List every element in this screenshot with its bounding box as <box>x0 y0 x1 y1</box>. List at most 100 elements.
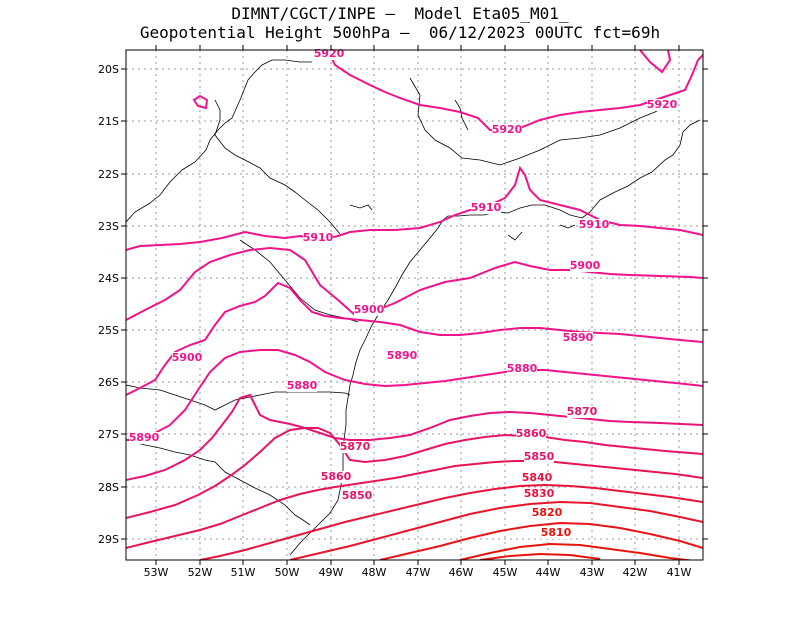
axis-ticks: 53W 52W 51W 50W 49W 48W 47W 46W 45W 44W 43W 42W 41W 2… <box>98 45 708 579</box>
label-5850-west-background <box>342 490 372 502</box>
label-5840: 5840 <box>522 471 553 484</box>
label-5900-west-background <box>172 352 202 364</box>
label-5920-center-background <box>492 124 522 136</box>
contour-5900 <box>126 246 703 321</box>
map-frame <box>125 49 704 561</box>
map-title: DIMNT/CGCT/INPE – Model Eta05_M01_ Geopo… <box>0 4 800 42</box>
label-5900-center-background <box>354 304 384 316</box>
label-5890-east-background <box>563 332 593 344</box>
label-5920-center: 5920 <box>492 123 523 136</box>
label-5810-background <box>541 527 571 539</box>
contour-5870 <box>126 393 703 481</box>
label-5890-west-background <box>129 432 159 444</box>
label-5870-east: 5870 <box>567 405 598 418</box>
label-5880-west-background <box>287 380 317 392</box>
label-5920-east-background <box>647 99 677 111</box>
lat-tick-label: 21S <box>98 115 119 128</box>
coastline-and-borders <box>126 59 701 556</box>
height-contours <box>126 50 703 560</box>
lon-tick-label: 41W <box>667 566 692 579</box>
lat-tick-label: 20S <box>98 63 119 76</box>
label-5920-north-background <box>314 48 344 60</box>
label-5890-east: 5890 <box>563 331 594 344</box>
lon-tick-label: 44W <box>536 566 561 579</box>
label-5910-east: 5910 <box>579 218 610 231</box>
state-border-3 <box>409 77 669 166</box>
label-5840-background <box>522 472 552 484</box>
label-5860-west: 5860 <box>321 470 352 483</box>
contour-5830 <box>289 500 703 560</box>
lon-tick-label: 45W <box>493 566 518 579</box>
contour-5860 <box>126 427 703 519</box>
lat-lon-grid <box>126 50 703 560</box>
label-5880-west: 5880 <box>287 379 318 392</box>
contour-5800 <box>479 552 601 560</box>
lat-tick-label: 24S <box>98 272 119 285</box>
contour-5920-north <box>327 50 703 134</box>
lat-tick-label: 26S <box>98 376 119 389</box>
lat-tick-label: 27S <box>98 428 119 441</box>
lat-tick-label: 23S <box>98 220 119 233</box>
label-5870-east-background <box>567 406 597 418</box>
contour-5890 <box>126 281 703 396</box>
label-5860-east-background <box>516 428 546 440</box>
label-5810: 5810 <box>541 526 572 539</box>
label-5880-east: 5880 <box>507 362 538 375</box>
label-5890-center: 5890 <box>387 349 418 362</box>
label-5850-west: 5850 <box>342 489 373 502</box>
label-5900-east: 5900 <box>570 259 601 272</box>
label-5820: 5820 <box>532 506 563 519</box>
state-border-1 <box>126 59 312 223</box>
lon-tick-label: 43W <box>580 566 605 579</box>
label-5820-background <box>532 507 562 519</box>
lon-tick-label: 53W <box>144 566 169 579</box>
state-border-5 <box>126 439 311 526</box>
title-line-2: Geopotential Height 500hPa – 06/12/2023 … <box>139 23 661 42</box>
label-5900-center: 5900 <box>354 303 385 316</box>
contour-5850 <box>126 460 703 549</box>
lon-tick-label: 49W <box>319 566 344 579</box>
contour-labels: 5920 5920 5920 5910 5910 5910 5900 5900 5900 5890… <box>129 47 678 539</box>
label-5860-west-background <box>321 471 351 483</box>
lon-tick-label: 42W <box>623 566 648 579</box>
contour-5910 <box>126 165 703 251</box>
lon-tick-label: 48W <box>362 566 387 579</box>
label-5830-background <box>524 488 554 500</box>
label-5860-east: 5860 <box>516 427 547 440</box>
lat-tick-label: 28S <box>98 481 119 494</box>
state-border-6 <box>239 239 359 323</box>
label-5910-west-background <box>303 232 333 244</box>
lon-tick-label: 47W <box>406 566 431 579</box>
title-line-1: DIMNT/CGCT/INPE – Model Eta05_M01_ <box>231 4 569 23</box>
contour-5810 <box>459 542 695 560</box>
state-border-2 <box>214 99 341 235</box>
label-5900-east-background <box>570 260 600 272</box>
label-5870-west-background <box>340 441 370 453</box>
label-5850-east: 5850 <box>524 450 555 463</box>
lon-tick-label: 51W <box>231 566 256 579</box>
contour-5920-east-loop <box>639 50 672 74</box>
label-5850-east-background <box>524 451 554 463</box>
lat-tick-label: 25S <box>98 324 119 337</box>
contour-5820 <box>379 521 703 560</box>
lon-tick-label: 52W <box>188 566 213 579</box>
label-5910-center-background <box>471 202 501 214</box>
label-5900-west: 5900 <box>172 351 203 364</box>
label-5920-east: 5920 <box>647 98 678 111</box>
label-5920-north: 5920 <box>314 47 345 60</box>
lat-tick-label: 22S <box>98 168 119 181</box>
lat-tick-label: 29S <box>98 533 119 546</box>
label-5870-west: 5870 <box>340 440 371 453</box>
contour-5840 <box>199 483 703 560</box>
label-5880-east-background <box>507 363 537 375</box>
label-5910-center: 5910 <box>471 201 502 214</box>
label-5890-center-background <box>387 350 417 362</box>
label-5910-east-background <box>579 219 609 231</box>
lon-tick-label: 50W <box>275 566 300 579</box>
lon-tick-label: 46W <box>449 566 474 579</box>
label-5890-west: 5890 <box>129 431 160 444</box>
label-5830: 5830 <box>524 487 555 500</box>
contour-5880 <box>126 349 703 441</box>
contour-5920-west-blob <box>192 94 209 110</box>
